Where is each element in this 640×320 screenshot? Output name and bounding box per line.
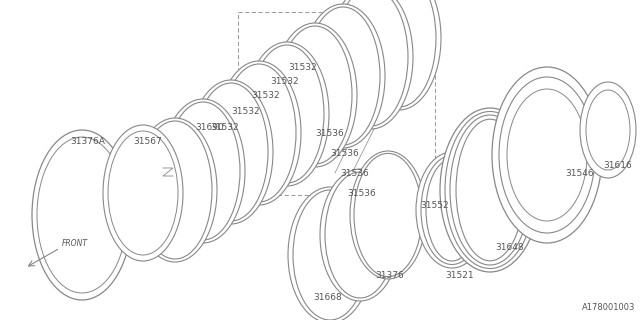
Ellipse shape: [440, 108, 540, 272]
Text: 31536: 31536: [316, 129, 344, 138]
Ellipse shape: [133, 118, 217, 262]
Text: 31536: 31536: [340, 169, 369, 178]
Ellipse shape: [161, 99, 245, 243]
Text: 31376: 31376: [376, 270, 404, 279]
Text: 31690: 31690: [196, 124, 225, 132]
Text: 31567: 31567: [134, 138, 163, 147]
Text: 31532: 31532: [289, 62, 317, 71]
Ellipse shape: [217, 61, 301, 205]
Ellipse shape: [301, 4, 385, 148]
Text: 31532: 31532: [211, 123, 239, 132]
Text: 31668: 31668: [314, 293, 342, 302]
Text: 31376A: 31376A: [70, 138, 106, 147]
Ellipse shape: [580, 82, 636, 178]
Text: 31536: 31536: [348, 188, 376, 197]
Text: 31532: 31532: [271, 76, 300, 85]
Text: FRONT: FRONT: [62, 239, 88, 249]
Text: 31532: 31532: [232, 108, 260, 116]
Ellipse shape: [492, 67, 602, 243]
Text: 31552: 31552: [420, 201, 449, 210]
Text: 31536: 31536: [331, 148, 360, 157]
Ellipse shape: [416, 152, 488, 268]
Ellipse shape: [350, 151, 426, 279]
Ellipse shape: [329, 0, 413, 129]
Ellipse shape: [273, 23, 357, 167]
Ellipse shape: [320, 169, 400, 301]
Text: 31616: 31616: [604, 161, 632, 170]
Ellipse shape: [357, 0, 441, 110]
Ellipse shape: [189, 80, 273, 224]
Text: 31521: 31521: [445, 270, 474, 279]
Ellipse shape: [103, 125, 183, 261]
Ellipse shape: [32, 130, 132, 300]
Text: 31532: 31532: [252, 91, 280, 100]
Text: 31546: 31546: [566, 169, 595, 178]
Text: 31648: 31648: [496, 244, 524, 252]
Ellipse shape: [245, 42, 329, 186]
Text: A178001003: A178001003: [582, 303, 635, 312]
Ellipse shape: [288, 187, 372, 320]
